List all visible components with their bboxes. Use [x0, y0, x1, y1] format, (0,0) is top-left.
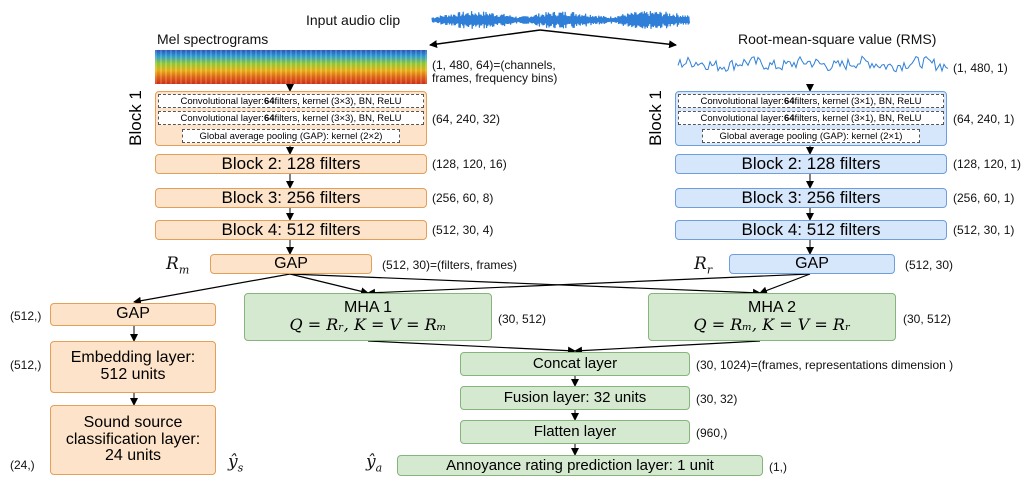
- mel-title: Mel spectrograms: [157, 31, 269, 47]
- fusion-layer: Fusion layer: 32 units: [460, 386, 690, 410]
- rms-block1-shape: (64, 240, 1): [953, 112, 1015, 126]
- mel-conv1-post: filters, kernel (3×3), BN, ReLU: [274, 95, 402, 107]
- rms-conv2-pre: Convolutional layer:: [700, 112, 784, 124]
- mel-block1-shape: (64, 240, 32): [432, 112, 501, 126]
- input-waveform: [431, 11, 690, 29]
- rms-gap: GAP: [729, 254, 895, 274]
- annoyance-shape: (1,): [769, 460, 787, 474]
- rms-conv1-filters: 64: [783, 95, 795, 107]
- embedding-layer: Embedding layer: 512 units: [50, 341, 216, 393]
- mel-conv1: Convolutional layer: 64 filters, kernel …: [158, 94, 424, 108]
- mel-input-shape: (1, 480, 64)=(channels, frames, frequenc…: [432, 58, 558, 86]
- embedding-line2: 512 units: [100, 366, 166, 383]
- rms-conv2: Convolutional layer: 64 filters, kernel …: [678, 111, 944, 125]
- concat-layer: Concat layer: [460, 352, 690, 376]
- rms-r-subscript: r: [706, 263, 713, 277]
- mel-conv2: Convolutional layer: 64 filters, kernel …: [158, 111, 424, 125]
- classification-line1: Sound source: [83, 413, 183, 431]
- sound-output-symbol: ŷ: [228, 452, 238, 472]
- mel-block1-label: Block 1: [125, 90, 145, 146]
- mel-gap-shape: (512, 30)=(filters, frames): [382, 258, 518, 272]
- mel-block2-shape: (128, 120, 16): [432, 157, 507, 171]
- mel-conv2-pre: Convolutional layer:: [180, 112, 264, 124]
- rms-gap-shape: (512, 30): [905, 258, 954, 272]
- classification-shape: (24,): [10, 458, 35, 472]
- mel-spectrogram-image: [155, 50, 427, 84]
- concat-shape: (30, 1024)=(frames, representations dime…: [696, 358, 954, 372]
- mel-block2: Block 2: 128 filters: [155, 154, 427, 174]
- fusion-shape: (30, 32): [696, 392, 738, 406]
- mha2-title: MHA 2: [747, 299, 796, 317]
- rms-conv1-pre: Convolutional layer:: [700, 95, 784, 107]
- mel-block3: Block 3: 256 filters: [155, 188, 427, 208]
- rms-block3-shape: (256, 60, 1): [953, 191, 1015, 205]
- sound-gap-shape: (512,): [10, 309, 42, 323]
- mha2-block: MHA 2 Q = Rₘ, K = V = Rᵣ: [648, 293, 896, 341]
- rms-block1-label: Block 1: [645, 90, 665, 146]
- input-label: Input audio clip: [306, 12, 401, 28]
- annoyance-output-symbol: ŷ: [366, 452, 376, 472]
- rms-conv1-post: filters, kernel (3×1), BN, ReLU: [794, 95, 922, 107]
- flatten-shape: (960,): [696, 426, 728, 440]
- rms-conv2-post: filters, kernel (3×1), BN, ReLU: [794, 112, 922, 124]
- mel-conv1-filters: 64: [263, 95, 275, 107]
- rms-r-symbol: R: [694, 254, 707, 274]
- mel-input-shape-line1: (1, 480, 64)=(channels,: [432, 58, 556, 72]
- annoyance-layer: Annoyance rating prediction layer: 1 uni…: [397, 455, 763, 476]
- rms-signal: [677, 55, 949, 73]
- rms-block3: Block 3: 256 filters: [675, 188, 947, 208]
- sound-output-label: ŷs: [228, 452, 243, 474]
- mel-block3-shape: (256, 60, 8): [432, 191, 494, 205]
- mha1-shape: (30, 512): [498, 312, 547, 326]
- mel-gap: GAP: [210, 254, 372, 274]
- rms-title: Root-mean-square value (RMS): [738, 31, 937, 47]
- flatten-layer: Flatten layer: [460, 420, 690, 444]
- classification-line2: classification layer:: [65, 430, 201, 448]
- mel-spectrogram-texture: [155, 50, 427, 84]
- mel-r-subscript: m: [178, 263, 190, 277]
- mel-r-label: Rm: [166, 254, 189, 276]
- mel-conv1-pre: Convolutional layer:: [180, 95, 264, 107]
- rms-block2: Block 2: 128 filters: [675, 154, 947, 174]
- embedding-shape: (512,): [10, 358, 42, 372]
- mha1-block: MHA 1 Q = Rᵣ, K = V = Rₘ: [244, 293, 492, 341]
- mel-r-symbol: R: [166, 254, 179, 274]
- mha2-shape: (30, 512): [903, 312, 952, 326]
- mha1-title: MHA 1: [343, 299, 392, 317]
- sound-output-subscript: s: [237, 461, 244, 475]
- mel-conv2-post: filters, kernel (3×3), BN, ReLU: [274, 112, 402, 124]
- annoyance-output-subscript: a: [375, 461, 383, 475]
- rms-input-shape: (1, 480, 1): [953, 61, 1008, 75]
- mel-input-shape-line2: frames, frequency bins): [432, 71, 558, 86]
- rms-gap-inner: Global average pooling (GAP): kernel (2×…: [702, 129, 920, 143]
- rms-conv1: Convolutional layer: 64 filters, kernel …: [678, 94, 944, 108]
- classification-line3: 24 units: [104, 447, 162, 465]
- rms-conv2-filters: 64: [783, 112, 795, 124]
- mha1-formula: Q = Rᵣ, K = V = Rₘ: [289, 315, 447, 334]
- mel-gap-inner: Global average pooling (GAP): kernel (2×…: [182, 129, 400, 143]
- classification-layer: Sound source classification layer: 24 un…: [50, 405, 216, 475]
- sound-gap: GAP: [50, 303, 216, 326]
- embedding-line1: Embedding layer:: [70, 349, 196, 367]
- mel-block4-shape: (512, 30, 4): [432, 223, 494, 237]
- annoyance-output-label: ŷa: [366, 452, 382, 474]
- mha2-formula: Q = Rₘ, K = V = Rᵣ: [693, 315, 851, 334]
- mel-block4: Block 4: 512 filters: [155, 220, 427, 240]
- mel-conv2-filters: 64: [263, 112, 275, 124]
- rms-block2-shape: (128, 120, 1): [953, 157, 1022, 171]
- rms-r-label: Rr: [694, 254, 712, 276]
- rms-block4-shape: (512, 30, 1): [953, 223, 1015, 237]
- rms-block4: Block 4: 512 filters: [675, 220, 947, 240]
